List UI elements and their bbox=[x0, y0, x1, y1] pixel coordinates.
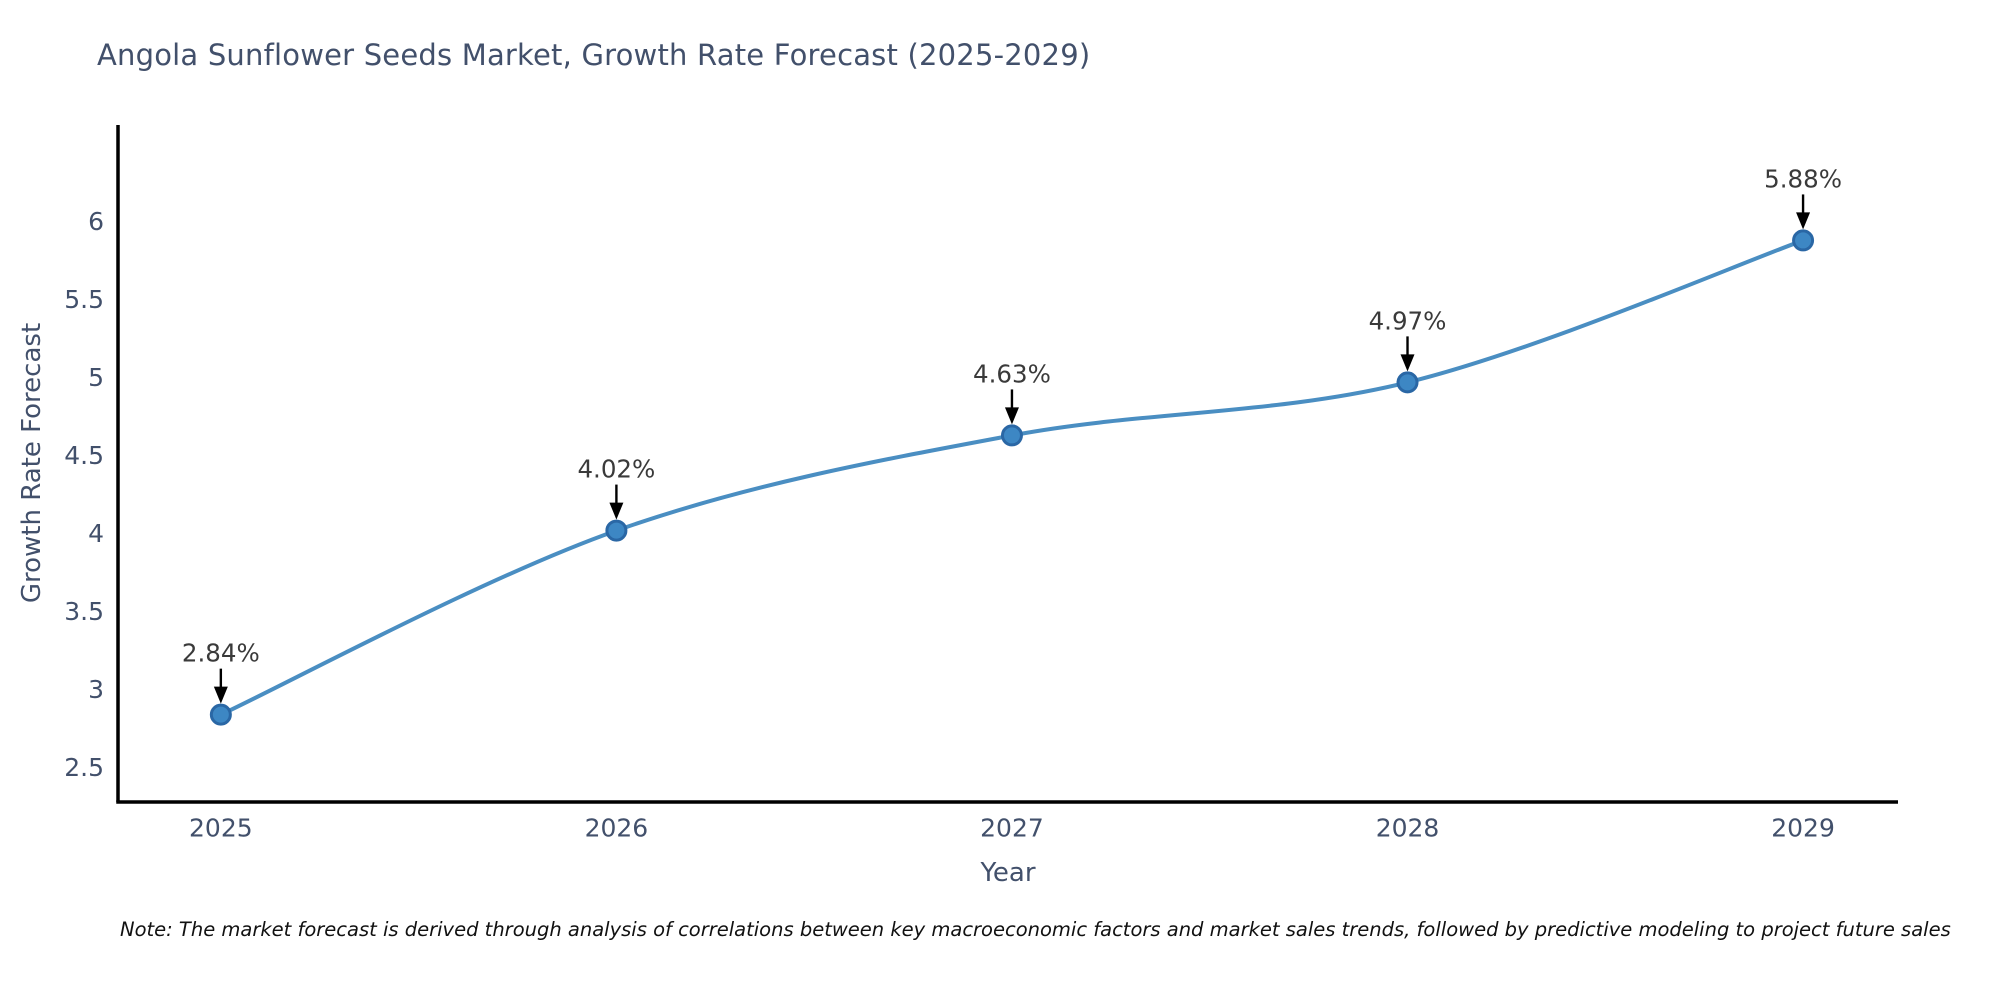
x-tick-label: 2027 bbox=[980, 813, 1044, 842]
data-point-marker bbox=[209, 703, 232, 726]
data-point-marker bbox=[1396, 371, 1419, 394]
x-tick-label: 2029 bbox=[1771, 813, 1835, 842]
y-tick-label: 3 bbox=[88, 675, 104, 704]
y-tick-label: 4 bbox=[88, 519, 104, 548]
annotation-label: 4.63% bbox=[973, 359, 1051, 388]
annotation-arrowhead bbox=[213, 686, 228, 704]
annotation-label: 4.97% bbox=[1369, 306, 1447, 335]
x-tick-label: 2028 bbox=[1376, 813, 1440, 842]
y-tick-label: 3.5 bbox=[64, 597, 104, 626]
annotation-arrowhead bbox=[1400, 354, 1415, 372]
annotation-arrowhead bbox=[1796, 212, 1811, 230]
x-axis-title: Year bbox=[980, 858, 1036, 888]
data-point-marker bbox=[1792, 229, 1815, 252]
y-tick-label: 4.5 bbox=[64, 441, 104, 470]
y-tick-label: 6 bbox=[88, 207, 104, 236]
data-point-marker bbox=[605, 519, 628, 542]
annotation-label: 5.88% bbox=[1764, 164, 1842, 193]
series-line bbox=[218, 238, 1806, 717]
annotation-arrowhead bbox=[609, 502, 624, 520]
y-tick-label: 5.5 bbox=[64, 285, 104, 314]
footnote: Note: The market forecast is derived thr… bbox=[120, 918, 1951, 941]
annotation-arrowhead bbox=[1004, 407, 1019, 425]
data-point-marker bbox=[1000, 424, 1023, 447]
annotation-label: 2.84% bbox=[182, 639, 260, 668]
x-tick-label: 2026 bbox=[585, 813, 649, 842]
x-tick-label: 2025 bbox=[189, 813, 253, 842]
chart-title: Angola Sunflower Seeds Market, Growth Ra… bbox=[97, 38, 1091, 72]
annotation-label: 4.02% bbox=[577, 455, 655, 484]
y-tick-label: 5 bbox=[88, 363, 104, 392]
y-tick-label: 2.5 bbox=[64, 753, 104, 782]
